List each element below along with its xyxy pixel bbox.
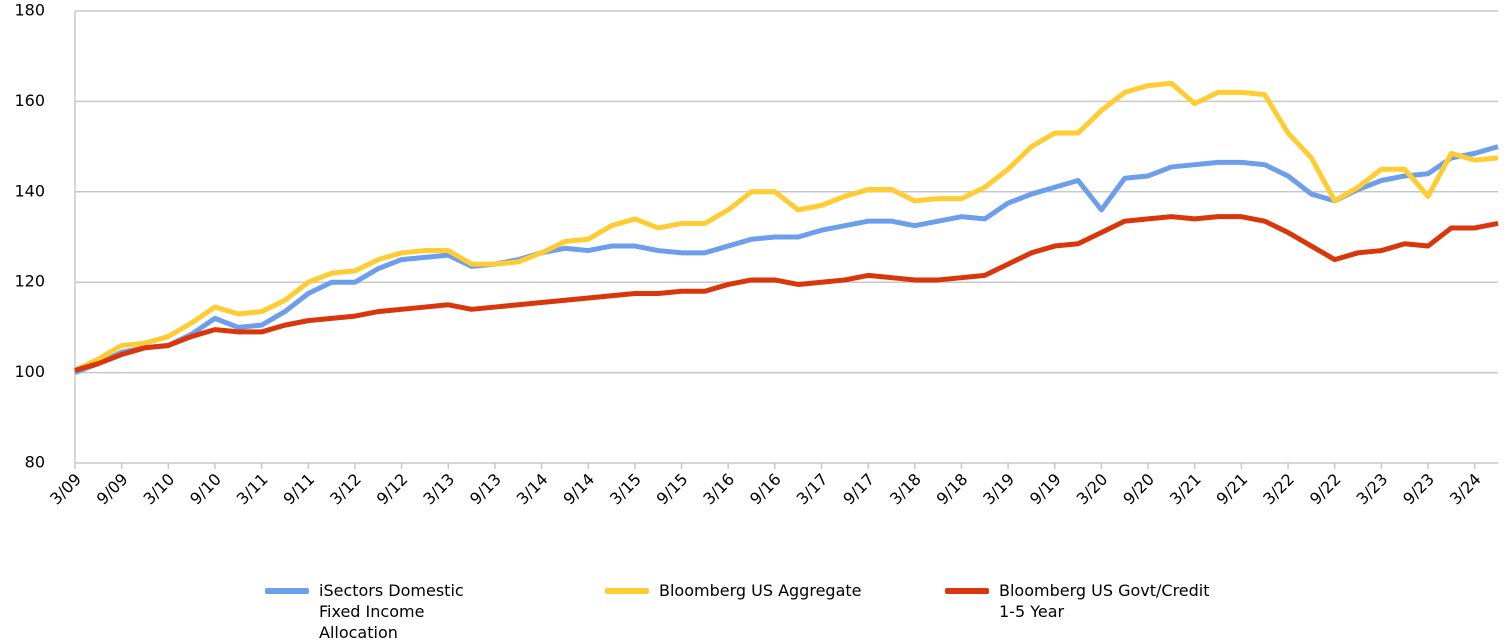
x-tick-label: 9/10	[186, 470, 225, 509]
y-tick-label: 180	[14, 1, 45, 20]
x-tick-label: 9/11	[279, 470, 318, 509]
page: 80 100 120 140 160 180 3/09 9/09 3/10 9/10 3/11 9/1…	[14, 0, 1499, 642]
x-tick-label: 3/10	[139, 470, 178, 509]
x-tick-label: 9/12	[373, 470, 412, 509]
y-tick-label: 160	[14, 91, 45, 110]
x-tick-label: 9/09	[93, 470, 132, 509]
x-tick-label: 9/15	[653, 470, 692, 509]
legend-label: Bloomberg US Govt/Credit 1-5 Year	[999, 581, 1210, 621]
x-tick-label: 3/19	[979, 470, 1018, 509]
x-tick-label: 3/11	[233, 470, 272, 509]
x-tick-label: 9/14	[559, 470, 598, 509]
x-tick-label: 3/18	[886, 470, 925, 509]
x-tick-label: 3/09	[46, 470, 85, 509]
y-tick-label: 120	[14, 272, 45, 291]
x-tick-label: 9/19	[1026, 470, 1065, 509]
legend-label: Bloomberg US Aggregate	[659, 581, 862, 600]
x-tick-label: 3/22	[1259, 470, 1298, 509]
x-tick-label: 3/13	[419, 470, 458, 509]
legend-item: Bloomberg US Govt/Credit 1-5 Year	[945, 580, 1210, 622]
legend-swatch	[945, 588, 989, 594]
series-line	[74, 144, 1499, 375]
x-tick-label: 3/12	[326, 470, 365, 509]
legend-item: Bloomberg US Aggregate	[605, 580, 865, 601]
x-tick-label: 9/22	[1306, 470, 1345, 509]
x-tick-label: 9/23	[1399, 470, 1438, 509]
x-tick-label: 9/13	[466, 470, 505, 509]
x-tick-label: 3/21	[1166, 470, 1205, 509]
y-tick-label: 100	[14, 362, 45, 381]
series-line	[73, 80, 1499, 373]
legend-swatch	[265, 588, 309, 594]
x-tick-label: 3/24	[1446, 470, 1485, 509]
x-tick-label: 9/17	[839, 470, 878, 509]
x-tick-label: 3/14	[513, 470, 552, 509]
x-tick-label: 3/20	[1073, 470, 1112, 509]
series-line	[74, 214, 1499, 373]
x-tick-label: 3/17	[793, 470, 832, 509]
legend-label: iSectors Domestic Fixed Income Allocatio…	[319, 581, 464, 642]
x-tick-label: 3/23	[1353, 470, 1392, 509]
legend-item: iSectors Domestic Fixed Income Allocatio…	[265, 580, 495, 643]
y-tick-label: 140	[14, 181, 45, 200]
y-tick-label: 80	[25, 453, 45, 472]
x-tick-label: 9/18	[933, 470, 972, 509]
x-tick-label: 9/20	[1119, 470, 1158, 509]
x-tick-label: 3/16	[699, 470, 738, 509]
x-tick-label: 9/16	[746, 470, 785, 509]
legend-swatch	[605, 588, 649, 594]
x-tick-label: 9/21	[1213, 470, 1252, 509]
x-tick-label: 3/15	[606, 470, 645, 509]
